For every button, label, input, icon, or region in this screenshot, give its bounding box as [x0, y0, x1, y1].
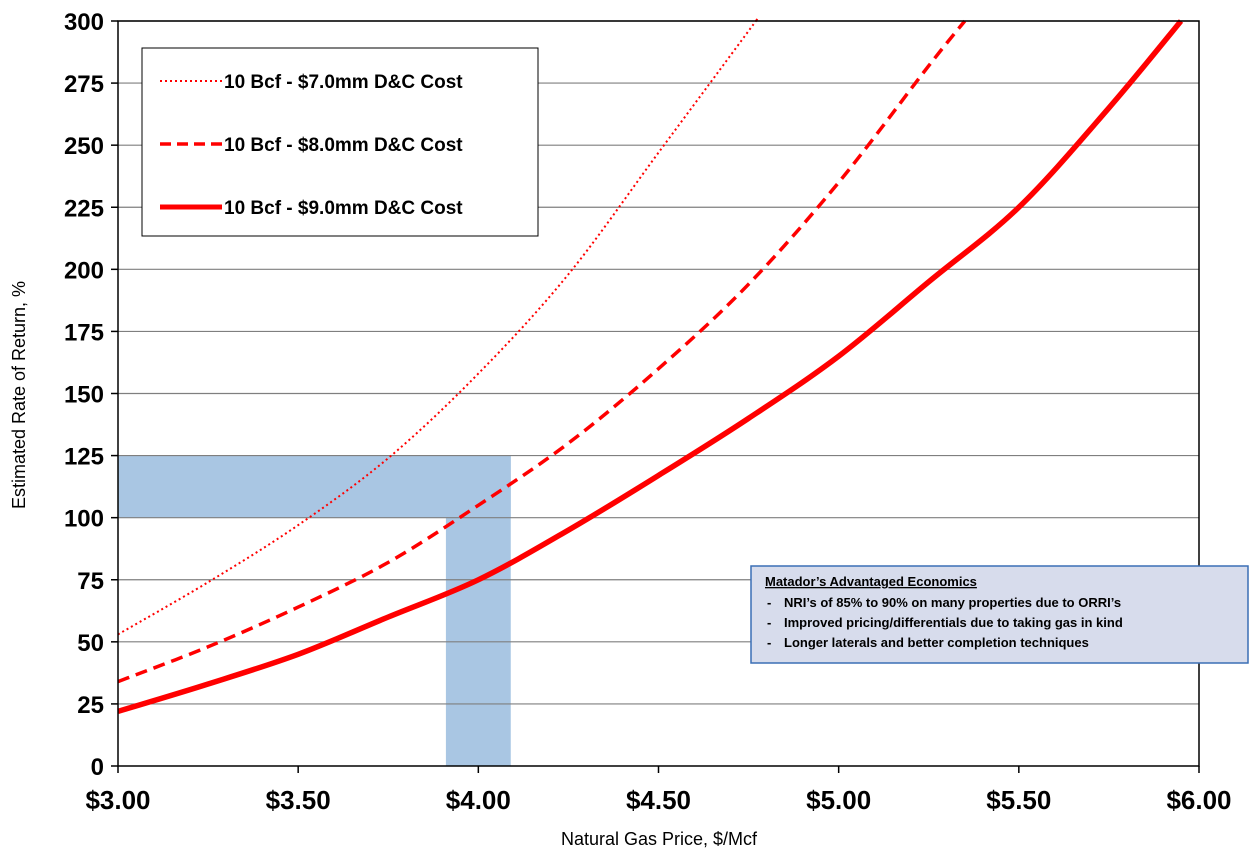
series-layer [117, 17, 1184, 715]
x-tick-label: $5.00 [806, 785, 871, 815]
y-tick-label: 0 [91, 754, 104, 781]
x-tick-label: $4.00 [446, 785, 511, 815]
x-tick-label: $3.50 [266, 785, 331, 815]
series-line [117, 17, 759, 636]
legend: 10 Bcf - $7.0mm D&C Cost 10 Bcf - $8.0mm… [141, 47, 539, 237]
y-tick-label: 50 [77, 630, 104, 657]
x-tick-label: $6.00 [1166, 785, 1231, 815]
x-tick-label: $5.50 [986, 785, 1051, 815]
annotation-box: Matador’s Advantaged Economics - NRI’s o… [750, 565, 1249, 664]
highlight-region [118, 455, 511, 518]
y-tick-label: 75 [77, 568, 104, 595]
series-line [117, 19, 967, 684]
annotation-bullet: - [767, 635, 771, 650]
y-tick-label: 150 [64, 382, 104, 409]
annotation-item: NRI’s of 85% to 90% on many properties d… [784, 595, 1121, 610]
y-tick-label: 100 [64, 506, 104, 533]
annotation-background [750, 565, 1249, 664]
highlight-region [445, 455, 511, 766]
axis-layer: 0 25 50 75 100 125 150 175 200 225 250 275 300 $3.00 $… [64, 9, 1232, 815]
annotation-item: Improved pricing/differentials due to ta… [784, 615, 1123, 630]
legend-label: 10 Bcf - $9.0mm D&C Cost [224, 198, 463, 219]
y-tick-label: 125 [64, 444, 104, 471]
series-line [117, 19, 1184, 715]
annotation-title: Matador’s Advantaged Economics [765, 574, 977, 589]
legend-label: 10 Bcf - $7.0mm D&C Cost [224, 72, 463, 93]
x-axis-label: Natural Gas Price, $/Mcf [561, 829, 758, 849]
annotation-item: Longer laterals and better completion te… [784, 635, 1089, 650]
y-tick-label: 200 [64, 257, 104, 284]
y-tick-label: 275 [64, 71, 104, 98]
highlight-layer [118, 455, 511, 766]
y-tick-label: 225 [64, 195, 104, 222]
legend-label: 10 Bcf - $8.0mm D&C Cost [224, 135, 463, 156]
y-axis-label: Estimated Rate of Return, % [9, 281, 29, 509]
y-tick-label: 250 [64, 133, 104, 160]
y-tick-label: 300 [64, 9, 104, 36]
annotation-bullet: - [767, 615, 771, 630]
y-tick-label: 175 [64, 319, 104, 346]
x-tick-label: $4.50 [626, 785, 691, 815]
x-tick-label: $3.00 [85, 785, 150, 815]
annotation-bullet: - [767, 595, 771, 610]
y-tick-label: 25 [77, 692, 104, 719]
